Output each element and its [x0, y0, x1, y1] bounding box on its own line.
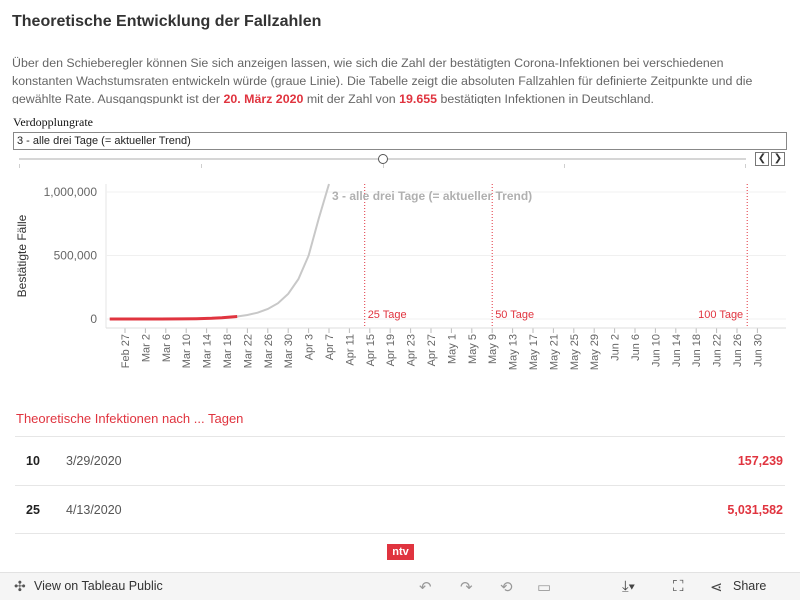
next-value-button[interactable]: ❯: [771, 152, 785, 166]
x-tick-label: Apr 7: [324, 334, 336, 360]
share-button[interactable]: Share: [733, 579, 767, 593]
description-part: mit der Zahl von: [303, 92, 400, 104]
pause-icon[interactable]: ▭: [537, 579, 552, 596]
chart-svg: 1,000,000 500,000 0 Feb 27 Mar 2 Mar 6 Mar 10 M…: [15, 183, 786, 370]
table-divider: [15, 485, 785, 486]
x-tick-label: May 9: [487, 334, 499, 364]
x-tick-label: May 13: [508, 334, 520, 370]
y-tick-label: 0: [90, 312, 97, 326]
y-tick-label: 500,000: [54, 249, 98, 263]
description-text: Über den Schieberegler können Sie sich a…: [12, 54, 787, 104]
table-divider: [15, 533, 785, 534]
actual-cases-line: [109, 315, 238, 321]
description-date: 20. März 2020: [223, 92, 304, 104]
slider-tick: [745, 164, 746, 168]
description-part: Über den Schieberegler können Sie sich a…: [12, 56, 753, 104]
reference-line-label: 25 Tage: [368, 309, 407, 321]
x-tick-label: Apr 11: [344, 334, 356, 366]
x-tick-label: May 21: [548, 334, 560, 370]
x-tick-label: Mar 18: [222, 334, 234, 368]
tableau-icon: ✣: [14, 578, 26, 594]
x-tick-label: May 5: [467, 334, 479, 364]
undo-icon[interactable]: ↶: [419, 579, 432, 596]
slider-tick: [383, 164, 384, 168]
x-tick-label: Mar 22: [242, 334, 254, 368]
y-axis-label: Bestätigte Fälle: [15, 214, 29, 297]
page-title: Theoretische Entwicklung der Fallzahlen: [12, 13, 322, 30]
x-tick-label: May 17: [528, 334, 540, 370]
previous-value-button[interactable]: ❮: [755, 152, 769, 166]
x-tick-label: Apr 27: [426, 334, 438, 366]
x-tick-label: May 29: [589, 334, 601, 370]
download-icon[interactable]: ⤓▾: [622, 578, 635, 595]
revert-icon[interactable]: ⟲: [500, 579, 513, 596]
line-chart: 1,000,000 500,000 0 Feb 27 Mar 2 Mar 6 Mar 10 M…: [0, 176, 800, 386]
table-row: 10 3/29/2020 157,239: [0, 454, 800, 474]
x-tick-label: Jun 22: [712, 334, 724, 367]
row-value: 157,239: [737, 454, 783, 468]
x-tick-label: May 25: [569, 334, 581, 370]
projection-line: [237, 183, 330, 318]
series-label: 3 - alle drei Tage (= aktueller Trend): [332, 189, 532, 203]
x-tick-label: Jun 10: [650, 334, 662, 367]
row-days: 25: [26, 503, 40, 517]
parameter-label: Verdopplungrate: [13, 115, 93, 129]
tableau-toolbar: ✣ View on Tableau Public ↶ ↷ ⟲ ▭ ⤓▾ ⛶ ⋖ …: [0, 572, 800, 600]
y-tick-label: 1,000,000: [44, 185, 98, 199]
slider-tick: [564, 164, 565, 168]
row-value: 5,031,582: [727, 503, 783, 517]
slider-thumb[interactable]: [378, 154, 388, 164]
x-tick-label: Mar 10: [181, 334, 193, 368]
x-tick-label: Mar 2: [140, 334, 152, 362]
parameter-dropdown[interactable]: 3 - alle drei Tage (= aktueller Trend): [13, 132, 787, 150]
x-tick-label: Mar 30: [283, 334, 295, 368]
x-tick-label: Mar 26: [263, 334, 275, 368]
share-icon[interactable]: ⋖: [710, 579, 723, 596]
x-tick-label: Apr 19: [385, 334, 397, 366]
redo-icon[interactable]: ↷: [460, 579, 473, 596]
table-divider: [15, 436, 785, 437]
x-tick-label: Jun 30: [752, 334, 764, 367]
x-tick-label: Apr 15: [365, 334, 377, 366]
x-tick-label: May 1: [446, 334, 458, 364]
ntv-logo: ntv: [387, 544, 414, 560]
x-tick-label: Feb 27: [120, 334, 132, 368]
x-tick-label: Apr 3: [304, 334, 316, 360]
description-part: bestätigten Infektionen in Deutschland.: [437, 92, 654, 104]
reference-line-label: 50 Tage: [495, 309, 534, 321]
view-on-tableau-link[interactable]: View on Tableau Public: [34, 579, 163, 593]
row-days: 10: [26, 454, 40, 468]
description-count: 19.655: [399, 92, 438, 104]
row-date: 4/13/2020: [66, 503, 122, 517]
slider-tick: [201, 164, 202, 168]
x-tick-label: Jun 2: [610, 334, 622, 361]
x-tick-label: Jun 26: [732, 334, 744, 367]
table-row: 25 4/13/2020 5,031,582: [0, 503, 800, 523]
row-date: 3/29/2020: [66, 454, 122, 468]
x-tick-label: Jun 18: [691, 334, 703, 367]
reference-line-label: 100 Tage: [698, 309, 743, 321]
x-tick-label: Mar 14: [202, 334, 214, 368]
x-tick-label: Mar 6: [161, 334, 173, 362]
slider-tick: [19, 164, 20, 168]
x-tick-label: Jun 14: [671, 334, 683, 367]
x-tick-label: Apr 23: [406, 334, 418, 366]
table-title: Theoretische Infektionen nach ... Tagen: [16, 411, 244, 426]
x-tick-label: Jun 6: [630, 334, 642, 361]
fullscreen-icon[interactable]: ⛶: [673, 578, 684, 595]
